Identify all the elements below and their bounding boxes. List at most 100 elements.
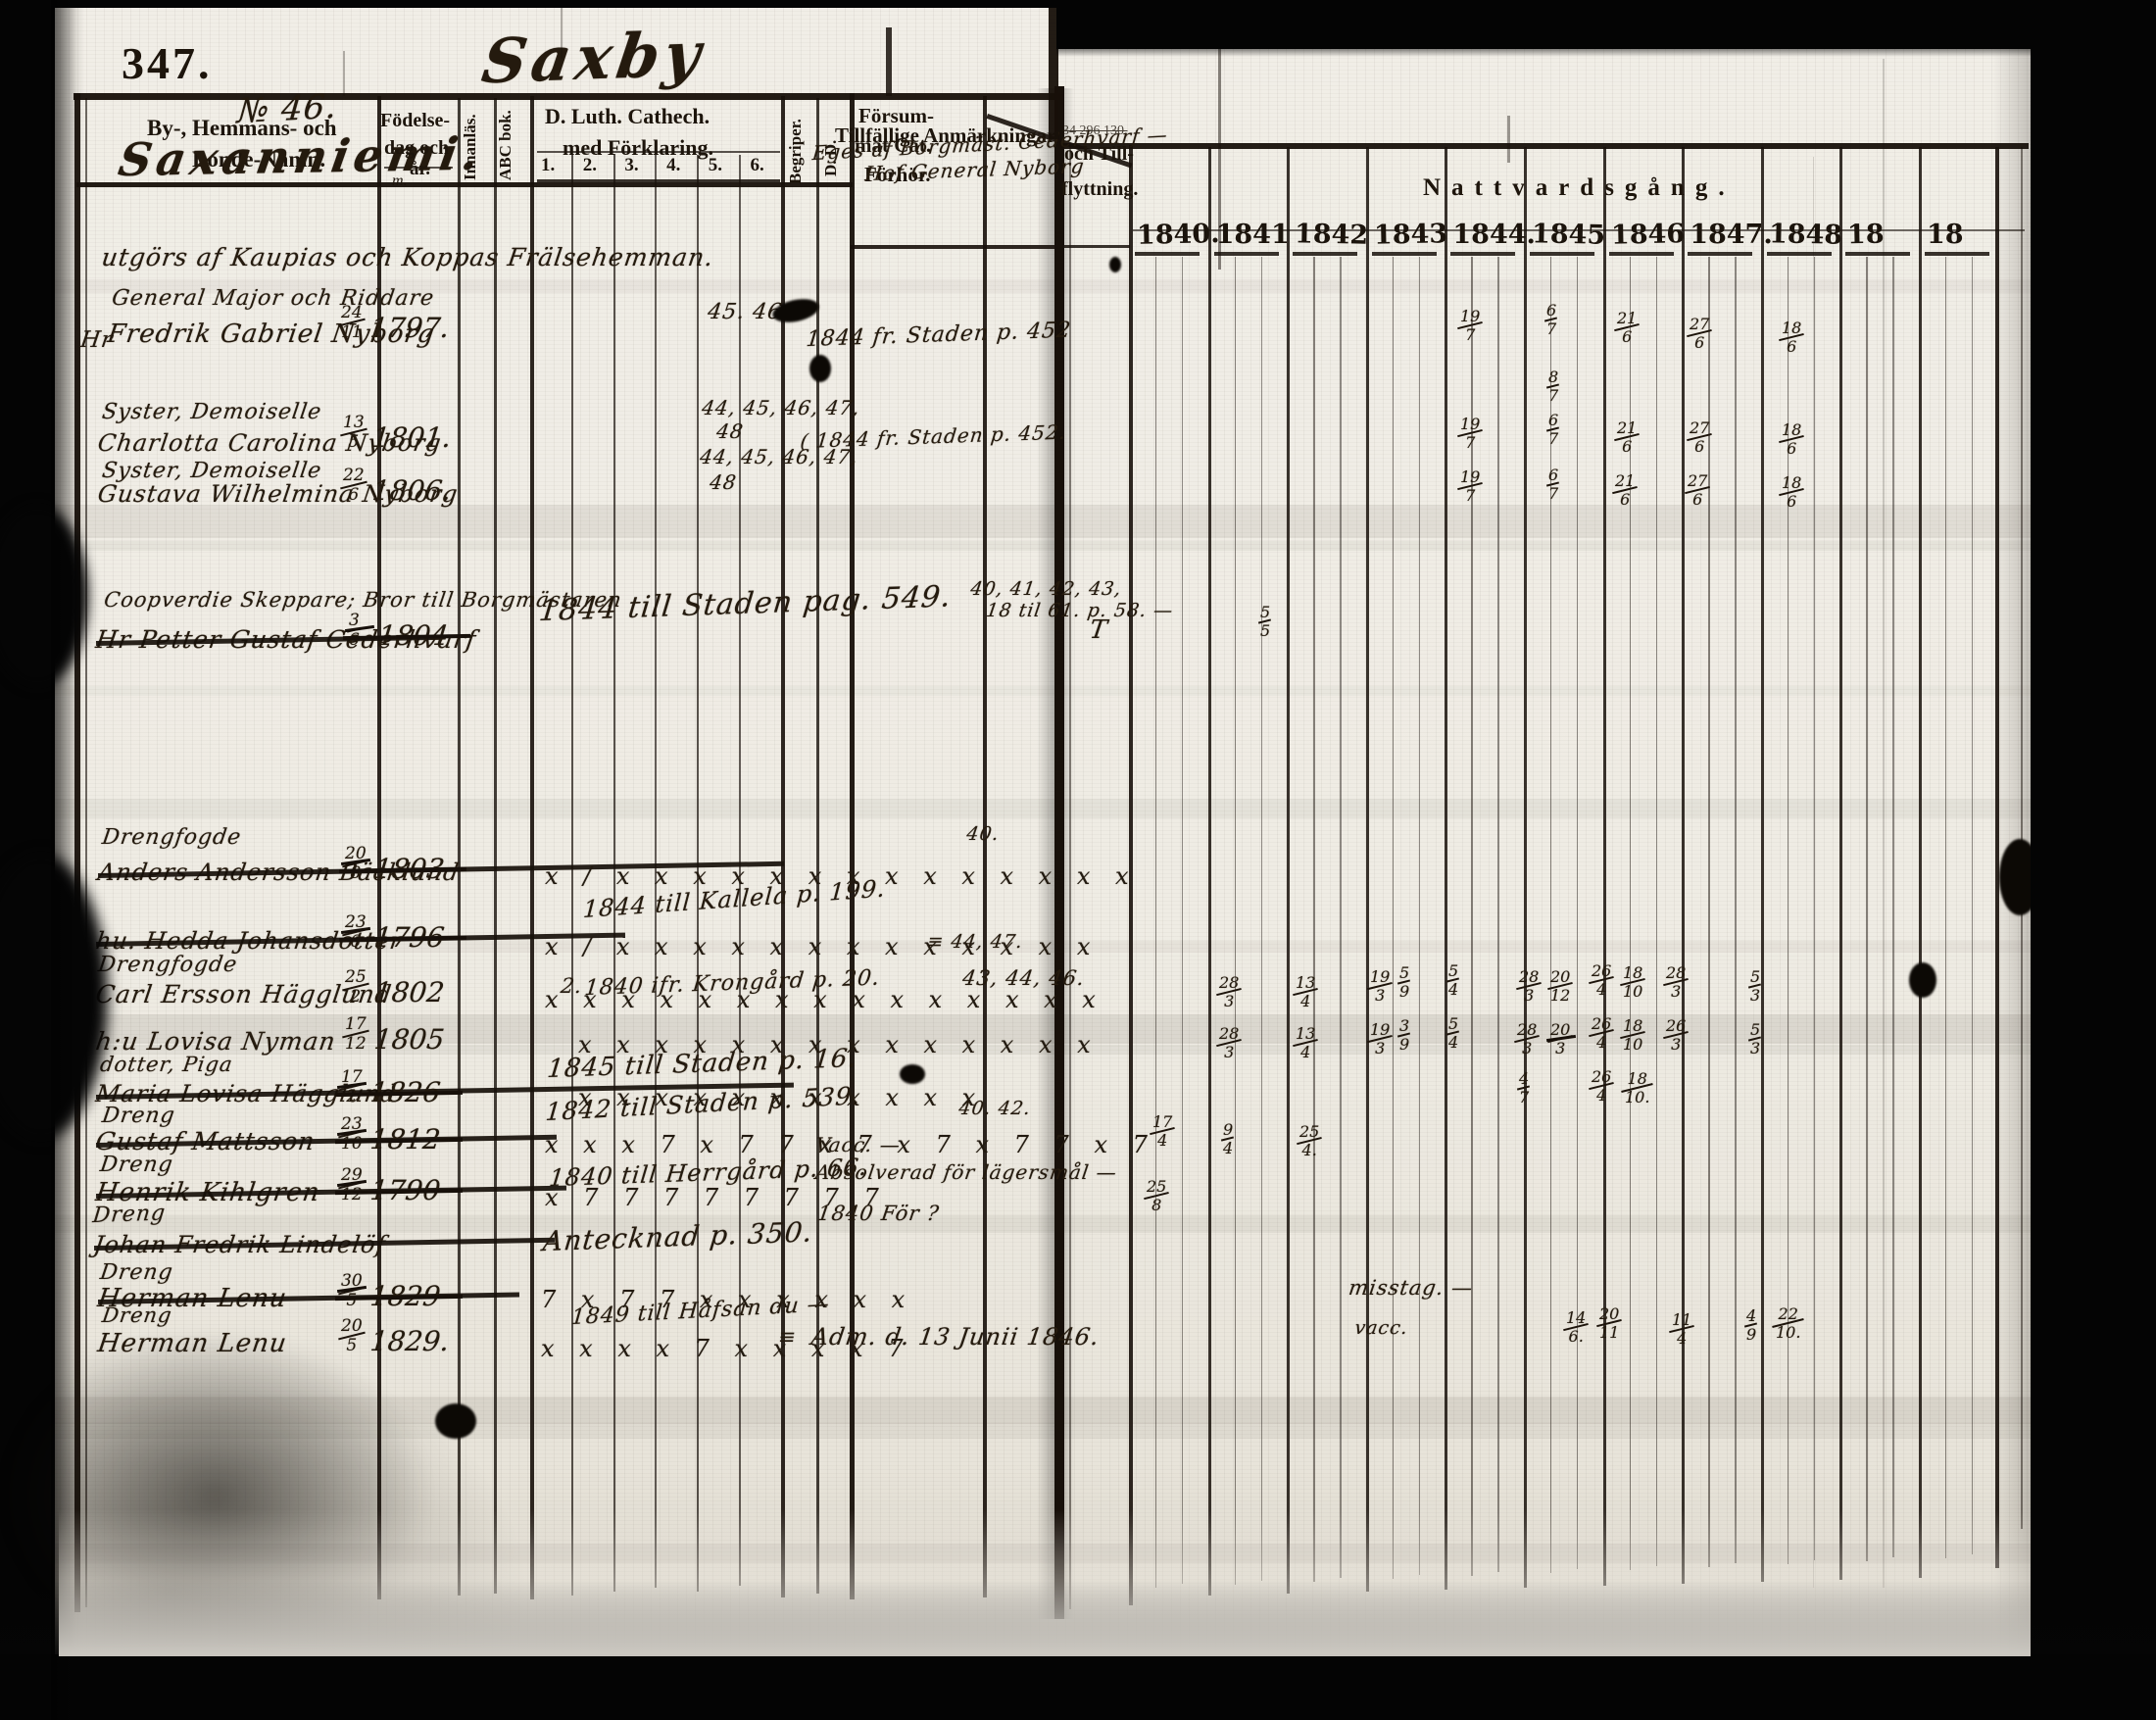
table-rule-vertical: [1708, 257, 1710, 1567]
anmarkningar-column-header: Tillfällige Anmärkningar.: [835, 123, 1059, 147]
handwritten-text: Drengfogde: [100, 825, 243, 850]
communion-mark: 28 3: [1516, 968, 1543, 1004]
table-rule-horizontal: [74, 93, 1063, 100]
communion-mark: 28 3: [1216, 1025, 1243, 1060]
handwritten-text: 48: [708, 470, 739, 494]
handwritten-text: General Major och Riddare: [110, 286, 436, 311]
communion-mark: 19 7: [1457, 416, 1484, 451]
communion-mark: 26 4: [1589, 1068, 1615, 1104]
birth-date: 17 12: [341, 1015, 369, 1052]
table-rule-vertical: [1919, 147, 1922, 1578]
film-border-top-right: [1056, 0, 2156, 49]
communion-mark: 27 6: [1687, 316, 1713, 351]
table-rule-vertical: [850, 93, 855, 1599]
table-rule-horizontal: [537, 179, 780, 182]
communion-mark: 14 6.: [1563, 1309, 1590, 1345]
communion-mark: 26 3: [1663, 1017, 1690, 1053]
scan-streak: [51, 541, 2033, 551]
table-rule-vertical: [2021, 147, 2023, 1529]
innanlas-column-header: Innanläs.: [461, 114, 479, 180]
table-rule-vertical: [1995, 147, 1999, 1568]
year-label: 1845: [1531, 219, 1606, 251]
table-rule-vertical: [1182, 257, 1184, 1584]
ink-blob: [1909, 962, 1936, 998]
table-rule-vertical: [1550, 257, 1552, 1573]
forsummat-header-line1: Försum-: [858, 104, 934, 127]
birth-column-header-line4: m.: [392, 172, 408, 189]
ink-blob: [809, 355, 831, 382]
film-scratch: [1813, 157, 1814, 1588]
scan-streak: [51, 1423, 2033, 1439]
communion-mark: 21 6: [1614, 310, 1641, 345]
birth-year: 1805: [372, 1023, 446, 1056]
handwritten-text: 18 til 61. p. 58. —: [984, 600, 1175, 621]
table-rule-vertical: [1577, 257, 1579, 1569]
film-scratch: [1507, 116, 1510, 163]
flyttning-column-header-line2: flyttning.: [1061, 178, 1139, 200]
year-label: 1840.: [1136, 219, 1220, 251]
table-rule-vertical: [1365, 147, 1369, 1592]
table-rule-horizontal: [1063, 245, 1130, 248]
table-rule-vertical: [1682, 147, 1686, 1584]
communion-mark: 18 6: [1779, 319, 1805, 355]
table-rule-vertical: [1524, 147, 1527, 1588]
film-border-right: [2031, 0, 2156, 1720]
communion-mark: 20 12: [1547, 968, 1574, 1004]
film-scratch: [343, 51, 345, 96]
table-rule-vertical: [1155, 257, 1157, 1588]
catechism-marks-row: x x x x x x x x x x x x x x: [578, 1031, 1100, 1058]
cathech-subcolumn-number: 2.: [582, 155, 597, 175]
cathech-subcolumn-number: 4.: [666, 155, 681, 175]
cathech-column-header-line2: med Förklaring.: [563, 135, 713, 160]
table-rule-vertical: [1445, 147, 1448, 1590]
year-underline: [1766, 252, 1832, 256]
year-label: 1847.: [1690, 220, 1773, 250]
cathech-subcolumn-number: 1.: [541, 155, 556, 175]
year-underline: [1450, 252, 1516, 256]
communion-mark: 27 6: [1685, 472, 1711, 508]
table-rule-horizontal: [1058, 143, 2029, 149]
year-label: 1843: [1373, 219, 1448, 251]
table-rule-horizontal: [1133, 229, 2025, 231]
table-rule-vertical: [1839, 147, 1843, 1580]
communion-mark: 21 6: [1612, 472, 1639, 508]
handwritten-text: dotter, Piga: [98, 1053, 235, 1076]
handwritten-text: Syster, Demoiselle: [100, 400, 323, 424]
name-column-header-line1: By-, Hemmans- och: [147, 116, 337, 140]
year-underline: [1371, 252, 1437, 256]
catechism-marks-row: x / x x x x x x x x x x x x x x: [545, 862, 1138, 890]
film-left-page-edge: [51, 0, 76, 1720]
table-rule-vertical: [1497, 257, 1499, 1572]
cathech-subcolumn-number: 3.: [624, 155, 639, 175]
birth-column-header-line3: år.: [410, 159, 430, 179]
page-number: 347.: [122, 38, 213, 88]
handwritten-text: vacc.: [1352, 1317, 1410, 1339]
scan-streak: [51, 1014, 2033, 1044]
table-rule-vertical: [1340, 257, 1342, 1578]
scan-streak: [51, 279, 2033, 293]
communion-mark: 17 4: [1150, 1113, 1176, 1149]
communion-mark: 20 11: [1596, 1305, 1623, 1341]
handwritten-text: 44, 45, 46, 47,: [700, 396, 862, 419]
handwritten-text: 44, 45, 46, 47,: [698, 445, 860, 468]
handwritten-text: 40.: [964, 823, 1002, 845]
film-scratch: [1883, 59, 1885, 1588]
table-rule-vertical: [377, 96, 381, 1599]
film-scratch: [1218, 0, 1221, 270]
birth-date: 13 5: [339, 414, 368, 450]
birth-year: 1806.: [370, 474, 453, 507]
birth-date: 22 6: [339, 467, 368, 503]
birth-date: 25 2: [341, 968, 369, 1005]
year-label: 1844.: [1452, 220, 1536, 250]
table-rule-vertical: [1945, 257, 1947, 1558]
scan-streak: [51, 941, 2033, 953]
table-rule-vertical: [571, 155, 573, 1596]
